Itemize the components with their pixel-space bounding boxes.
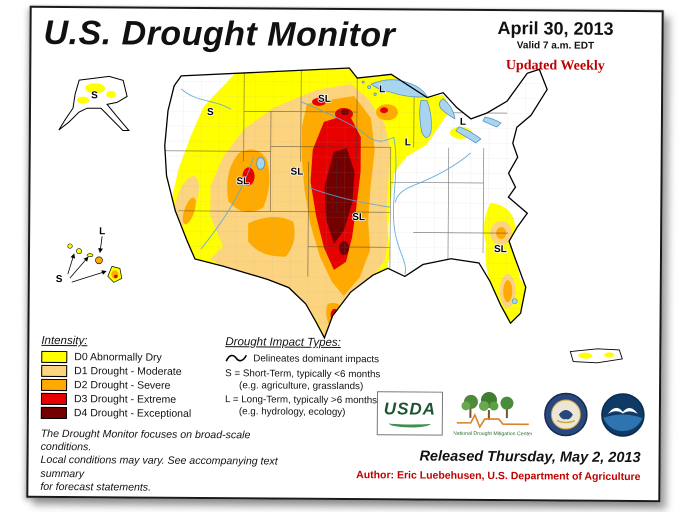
impact-label: L	[405, 137, 411, 148]
legend-label-d2: D2 Drought - Severe	[74, 379, 171, 392]
disclaimer-line3: for forecast statements.	[40, 480, 152, 494]
impact-label: SL	[494, 244, 507, 255]
alaska-inset	[58, 75, 130, 131]
great-lakes	[256, 79, 518, 305]
legend-label-d0: D0 Abnormally Dry	[74, 351, 162, 364]
legend-row-d3: D3 Drought - Extreme	[40, 392, 211, 406]
intensity-legend: Intensity: D0 Abnormally Dry D1 Drought …	[40, 334, 212, 422]
impact-arrows	[67, 236, 107, 283]
delineates-text: Delineates dominant impacts	[253, 352, 380, 365]
legend-swatch-d1	[41, 364, 68, 378]
puerto-rico-inset	[569, 348, 623, 364]
drought-monitor-page: U.S. Drought Monitor April 30, 2013 Vali…	[26, 5, 664, 503]
disclaimer-line1: The Drought Monitor focuses on broad-sca…	[40, 427, 251, 454]
impact-label: SL	[236, 176, 249, 187]
legend-row-d4: D4 Drought - Exceptional	[40, 406, 211, 420]
legend-row-d1: D1 Drought - Moderate	[41, 364, 211, 378]
short-term-definition: S = Short-Term, typically <6 months	[225, 368, 381, 381]
legend-row-d2: D2 Drought - Severe	[41, 378, 211, 392]
map-date: April 30, 2013	[497, 18, 614, 39]
legend-label-d3: D3 Drought - Extreme	[73, 393, 177, 406]
impact-labels: S S L S SL SL SL SL L L SL L	[55, 84, 507, 286]
impact-label: L	[460, 117, 466, 128]
impact-label: SL	[318, 94, 331, 105]
ndmc-trees-icon: National Drought Mitigation Center	[454, 392, 532, 438]
usda-swoosh-icon	[388, 419, 431, 428]
impact-label: S	[56, 274, 63, 285]
us-drought-map: S S L S SL SL SL SL L L SL L	[55, 66, 623, 364]
us-outline	[164, 67, 548, 340]
delineation-squiggle-icon	[225, 354, 248, 362]
hawaii-inset	[67, 236, 123, 283]
valid-time: Valid 7 a.m. EDT	[516, 40, 595, 52]
legend-label-d4: D4 Drought - Exceptional	[73, 407, 192, 420]
impact-label: S	[91, 90, 98, 101]
author-line: Author: Eric Luebehusen, U.S. Department…	[356, 469, 641, 484]
legend-swatch-d3	[40, 392, 68, 406]
page-title: U.S. Drought Monitor	[43, 13, 396, 55]
legend-label-d1: D1 Drought - Moderate	[74, 365, 182, 378]
impact-label: L	[379, 84, 385, 95]
ndmc-logo-text: National Drought Mitigation Center	[454, 431, 532, 438]
usda-logo-text: USDA	[383, 399, 437, 419]
legend-swatch-d2	[41, 378, 68, 392]
rivers	[180, 88, 472, 275]
released-date-line: Released Thursday, May 2, 2013	[419, 448, 641, 467]
legend-swatch-d4	[40, 406, 67, 420]
noaa-icon	[601, 393, 645, 437]
impact-types-block: Drought Impact Types: Delineates dominan…	[225, 336, 411, 418]
ndmc-logo: National Drought Mitigation Center	[454, 390, 532, 439]
legend-swatch-d0	[41, 350, 68, 364]
disclaimer-line2: Local conditions may vary. See accompany…	[40, 454, 278, 480]
commerce-seal-icon	[544, 392, 588, 437]
impact-label: L	[99, 226, 105, 237]
continental-us	[163, 66, 548, 340]
agency-logos: USDA National Drought Mitigation Center	[376, 386, 646, 442]
usda-logo: USDA	[376, 391, 444, 436]
impact-label: S	[207, 107, 214, 118]
legend-row-d0: D0 Abnormally Dry	[41, 350, 211, 364]
impact-label: SL	[291, 167, 304, 178]
disclaimer-text: The Drought Monitor focuses on broad-sca…	[40, 428, 290, 496]
impact-label: SL	[352, 212, 365, 223]
impact-types-title: Drought Impact Types:	[225, 336, 341, 349]
intensity-legend-title: Intensity:	[41, 334, 88, 348]
